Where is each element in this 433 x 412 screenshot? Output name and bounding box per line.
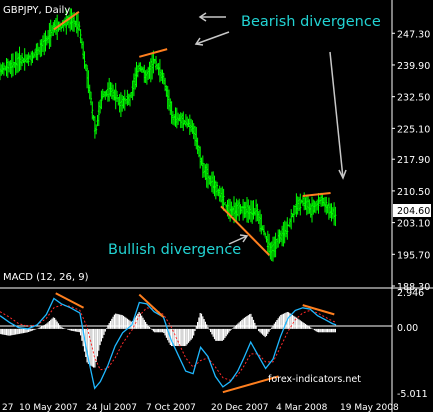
annotation-arrows: [194, 12, 347, 245]
price-bar: [262, 224, 265, 236]
current-price-label: 204.60: [397, 206, 430, 217]
price-bar: [274, 232, 277, 258]
price-bar: [292, 205, 295, 223]
price-bar: [95, 124, 98, 135]
price-tick-label: 210.50: [397, 187, 430, 198]
price-bar: [317, 193, 320, 214]
price-bar: [116, 91, 118, 103]
bearish-arrow-icon: [198, 12, 226, 22]
price-bar: [100, 90, 103, 110]
price-bar: [325, 196, 328, 215]
macd-zero-value: 0.00: [397, 323, 418, 334]
time-tick-label: 4 Mar 2008: [276, 403, 328, 412]
current-price-box: 204.60: [393, 204, 431, 217]
price-divergence-line: [139, 48, 168, 58]
macd-divergence-line: [222, 375, 279, 394]
time-axis-labels: 27 10 May 2007 24 Jul 2007 7 Oct 2007 20 Dec…: [2, 403, 399, 412]
price-bar: [90, 91, 92, 106]
price-tick-label: 239.90: [397, 61, 430, 72]
time-tick-label: 27: [2, 403, 13, 412]
price-bar: [238, 198, 241, 221]
price-bar: [97, 101, 100, 127]
time-tick-label: 20 Dec 2007: [211, 403, 269, 412]
current-price-bg: [393, 204, 431, 217]
price-bar: [83, 51, 86, 69]
price-bar: [264, 232, 267, 238]
price-divergence-line: [220, 205, 270, 256]
price-bar: [299, 193, 302, 216]
macd-top-value: 2.946: [397, 288, 424, 299]
price-tick-label: 203.10: [397, 219, 430, 230]
price-tick-label: 188.30: [397, 282, 430, 293]
time-tick-label: 10 May 2007: [19, 403, 78, 412]
price-bar: [182, 111, 185, 131]
price-tick-label: 247.30: [397, 29, 430, 40]
price-bar: [216, 181, 219, 196]
price-bar: [114, 82, 117, 110]
price-bar: [21, 52, 24, 67]
price-bar: [79, 29, 82, 44]
watermark: forex-indicators.net: [268, 374, 361, 385]
macd-title: MACD (12, 26, 9): [3, 272, 89, 283]
macd-divergence-line: [138, 293, 165, 318]
price-bar: [334, 206, 337, 227]
price-bar: [36, 42, 39, 61]
bearish-arrow-diagonal-icon: [194, 31, 230, 46]
price-bar: [256, 203, 259, 222]
price-bar: [222, 188, 225, 211]
price-axis-labels: 247.30 239.90 232.50 225.10 217.90 210.50 203.…: [392, 29, 430, 293]
price-bar: [49, 19, 52, 47]
price-bar: [123, 89, 126, 111]
time-tick-label: 7 Oct 2007: [146, 403, 196, 412]
price-bar: [84, 63, 87, 71]
price-divergence-lines: [53, 11, 331, 256]
time-tick-label: 19 May 2008: [340, 403, 399, 412]
macd-divergence-lines: [55, 292, 335, 394]
price-divergence-line: [302, 192, 331, 198]
symbol-label: GBPJPY, Daily: [3, 5, 70, 16]
long-arrow-icon: [329, 51, 347, 180]
price-bar: [86, 64, 89, 89]
macd-line: [0, 297, 337, 390]
price-bar: [155, 56, 157, 71]
price-tick-label: 232.50: [397, 93, 430, 104]
price-bar: [27, 52, 30, 67]
bullish-divergence-label: Bullish divergence: [108, 242, 241, 258]
macd-divergence-line: [55, 292, 85, 309]
price-divergence-line: [53, 11, 80, 31]
macd-divergence-line: [302, 304, 335, 316]
price-bar: [78, 21, 81, 31]
bearish-divergence-label: Bearish divergence: [241, 14, 381, 30]
macd-bottom-value: -5.011: [397, 389, 428, 400]
price-tick-label: 195.70: [397, 250, 430, 261]
price-bar: [91, 101, 94, 120]
bullish-arrow-icon: [228, 234, 249, 245]
time-tick-label: 24 Jul 2007: [86, 403, 137, 412]
price-tick-label: 217.90: [397, 155, 430, 166]
price-bar: [223, 202, 226, 205]
price-bar: [136, 65, 139, 78]
price-bar: [286, 217, 289, 240]
price-tick-label: 225.10: [397, 124, 430, 135]
